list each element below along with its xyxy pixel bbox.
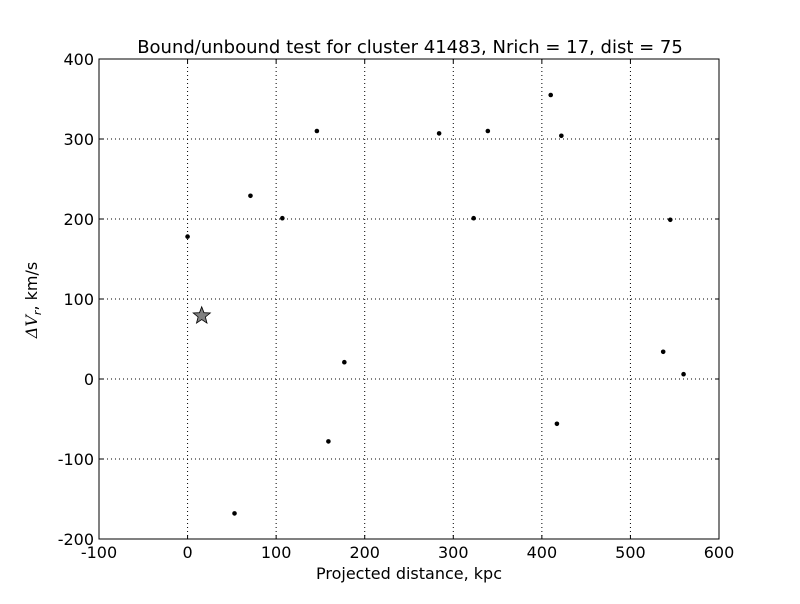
y-axis-label-unit: , km/s — [22, 262, 41, 311]
data-point — [485, 128, 491, 134]
y-tick-label: 0 — [84, 370, 94, 389]
y-tick-label: 200 — [63, 210, 94, 229]
data-point — [280, 215, 285, 221]
data-point — [667, 217, 673, 223]
x-tick-label: 0 — [182, 543, 192, 562]
data-point — [342, 359, 347, 365]
x-axis-label: Projected distance, kpc — [316, 564, 502, 583]
y-tick-label: 300 — [63, 130, 94, 149]
data-point — [554, 421, 560, 427]
data-point — [248, 193, 253, 199]
data-point — [326, 439, 331, 444]
y-axis-label-subscript: r — [31, 309, 44, 315]
data-point — [559, 133, 564, 139]
data-point — [232, 511, 237, 516]
y-axis-label: ΔVr, km/s — [22, 262, 44, 339]
data-point — [436, 131, 442, 136]
data-point — [660, 349, 666, 355]
x-tick-label: 300 — [438, 543, 469, 562]
y-tick-label: -100 — [58, 450, 94, 469]
x-tick-label: 400 — [527, 543, 558, 562]
grid — [98, 58, 720, 540]
data-point — [185, 234, 190, 239]
y-axis-label-symbol: ΔV — [22, 314, 41, 340]
x-tick-label: -100 — [81, 543, 117, 562]
x-tick-label: 100 — [261, 543, 292, 562]
data-point — [471, 215, 476, 221]
x-tick-label: 600 — [704, 543, 735, 562]
ticks: -100 0 100 200 300 400 500 600-200-100010020030… — [58, 50, 735, 562]
y-tick-label: 400 — [63, 50, 94, 69]
y-tick-label: 100 — [63, 290, 94, 309]
y-tick-label: -200 — [58, 530, 94, 549]
plot-frame — [98, 58, 720, 540]
data-point — [681, 371, 686, 377]
cluster-center-star-marker — [192, 305, 212, 325]
data-points — [185, 92, 686, 516]
x-tick-label: 200 — [349, 543, 380, 562]
data-point — [548, 92, 554, 98]
data-point — [314, 128, 320, 134]
x-tick-label: 500 — [615, 543, 646, 562]
chart-title: Bound/unbound test for cluster 41483, Nr… — [137, 37, 683, 58]
